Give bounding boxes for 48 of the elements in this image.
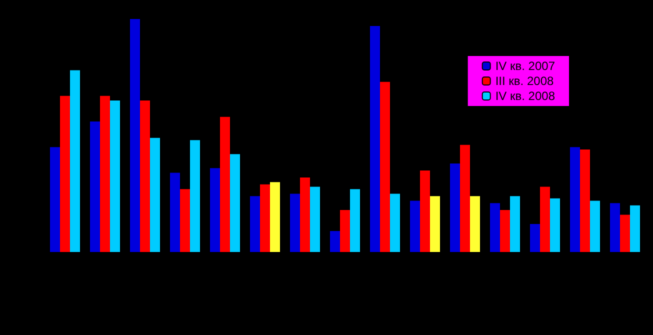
bar bbox=[180, 189, 190, 252]
bar bbox=[50, 147, 60, 252]
bar bbox=[470, 196, 480, 252]
bar bbox=[350, 189, 360, 252]
legend-label: IV кв. 2007 bbox=[495, 59, 556, 73]
bar bbox=[450, 163, 460, 252]
bar bbox=[460, 144, 470, 252]
bar bbox=[500, 210, 510, 252]
bar bbox=[410, 200, 420, 252]
bar bbox=[310, 186, 320, 252]
bar bbox=[150, 138, 160, 252]
bar bbox=[490, 203, 500, 252]
bar bbox=[580, 149, 590, 252]
bar bbox=[70, 70, 80, 252]
bar bbox=[260, 184, 270, 252]
bar bbox=[570, 147, 580, 252]
bar bbox=[510, 196, 520, 252]
bar bbox=[300, 177, 310, 252]
bar bbox=[190, 140, 200, 252]
bar bbox=[550, 198, 560, 252]
bar bbox=[250, 196, 260, 252]
bar bbox=[390, 194, 400, 252]
bar bbox=[170, 172, 180, 252]
bar bbox=[370, 26, 380, 252]
bar bbox=[100, 96, 110, 252]
bar bbox=[540, 186, 550, 252]
bar bbox=[290, 194, 300, 252]
bar bbox=[610, 203, 620, 252]
bar bbox=[140, 100, 150, 252]
bar bbox=[90, 122, 100, 252]
bar bbox=[630, 205, 640, 252]
bar bbox=[420, 170, 430, 252]
bar bbox=[230, 154, 240, 252]
bar bbox=[590, 200, 600, 252]
bar bbox=[530, 224, 540, 252]
bar bbox=[620, 214, 630, 252]
bar bbox=[270, 182, 280, 252]
bar bbox=[220, 116, 230, 252]
bar bbox=[60, 96, 70, 252]
bar bbox=[340, 210, 350, 252]
bar bbox=[380, 82, 390, 252]
bar bbox=[210, 168, 220, 252]
bar bbox=[110, 100, 120, 252]
bar bbox=[430, 196, 440, 252]
legend-label: IV кв. 2008 bbox=[495, 89, 556, 103]
legend-label: III кв. 2008 bbox=[495, 74, 554, 88]
bar bbox=[130, 19, 140, 252]
bar bbox=[330, 231, 340, 252]
